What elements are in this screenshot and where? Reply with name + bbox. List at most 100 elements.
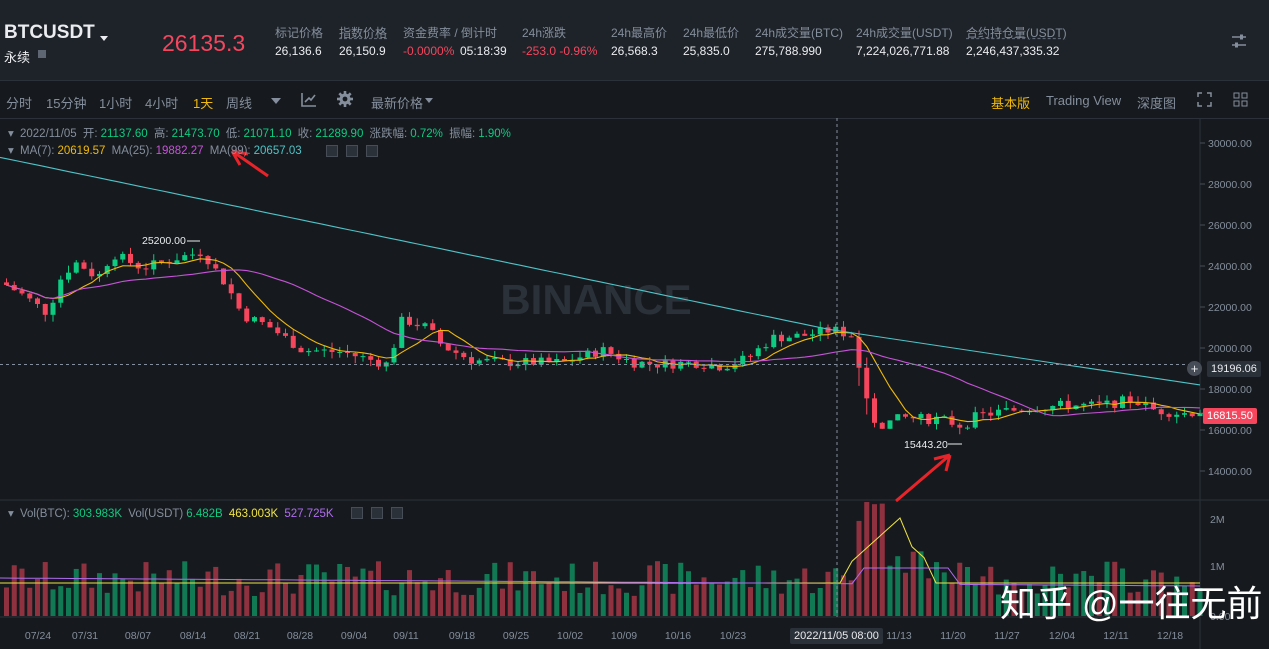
ma-visibility-icon[interactable] [326,145,338,157]
volume-bar [500,588,505,616]
interval-4h[interactable]: 4小时 [145,96,179,111]
candle-body [190,254,195,256]
candle-body [1081,403,1087,406]
volume-bar [11,565,17,616]
candle-body [143,268,149,270]
fullscreen-icon[interactable] [1197,92,1212,107]
symbol-title[interactable]: BTCUSDT [4,22,95,43]
volume-bar [717,584,722,616]
volume-bar [422,581,428,616]
funding-countdown: 05:18:39 [460,44,507,58]
ma-close-icon[interactable] [366,145,378,157]
volume-bar [825,571,831,616]
time-tick-label: 10/16 [665,630,691,642]
price-tick-label: 20000.00 [1208,343,1252,355]
candle-body [430,323,436,330]
candle-body [569,360,575,362]
ma-settings-icon[interactable] [346,145,358,157]
vol-close-icon[interactable] [391,507,403,519]
candlestick-canvas[interactable]: BINANCE 30000.00 28000.00 26000.00 24000.00… [0,118,1269,649]
change-value: 0.72% [410,128,443,140]
interval-time-share[interactable]: 分时 [6,96,33,111]
vol-visibility-icon[interactable] [351,507,363,519]
volume-bar [360,568,366,616]
volume-bar [523,571,529,616]
vol-settings-icon[interactable] [371,507,383,519]
volume-bar [329,581,335,616]
candle-body [833,326,839,333]
volume-bar [383,590,389,616]
vol-btc-value: 303.983K [72,508,123,520]
open-interest-label[interactable]: 合约持仓量(USDT) [966,26,1067,40]
vol-ma1-value: 463.003K [228,508,279,520]
high-24h-label: 24h最高价 [611,26,668,40]
candle-body [476,360,482,364]
price-tick-label: 24000.00 [1208,261,1252,273]
view-tradingview[interactable]: Trading View [1046,93,1122,108]
volume-bar [507,562,513,616]
caret-down-icon[interactable] [271,98,281,104]
close-value: 21289.90 [315,128,364,140]
candle-body [27,293,33,299]
candle-body [306,350,312,353]
index-price-label[interactable]: 指数价格 [339,26,388,40]
volume-bar [926,578,932,616]
volume-bar [903,572,908,616]
volume-bar [1096,582,1102,616]
contract-info-icon[interactable] [38,50,46,58]
view-basic[interactable]: 基本版 [991,96,1031,111]
volume-bar [104,592,110,616]
candle-body [228,284,234,294]
volume-bar [399,582,405,616]
candle-body [600,347,606,357]
symbol-dropdown-icon[interactable] [100,36,108,41]
indicator-icon[interactable] [301,92,317,107]
volume-bar [631,595,637,616]
annotation-arrow-low [895,453,952,503]
volume-bar [166,570,172,616]
funding-rate-value: -0.0000% [403,44,455,58]
candle-body [407,316,412,325]
candle-body [337,351,343,353]
volume-bar [151,573,157,616]
interval-15m[interactable]: 15分钟 [46,96,87,111]
volume-bar [879,503,885,616]
volume-bar [934,562,939,616]
volume-bar [1174,576,1180,616]
volume-bar [864,502,870,616]
add-alert-icon[interactable]: + [1187,361,1202,376]
candle-body [678,361,684,369]
interval-1d[interactable]: 1天 [193,96,214,111]
candle-body [453,350,459,353]
grid-icon[interactable] [1233,92,1248,107]
candle-body [50,302,56,315]
vol-ma2-value: 527.725K [284,508,334,520]
candle-body [996,409,1001,416]
candle-body [112,259,118,267]
interval-1w[interactable]: 周线 [226,96,253,111]
candle-body [120,253,126,260]
volume-bar [996,594,1001,616]
candle-body [856,336,862,368]
volume-bar [538,584,544,616]
volume-bar [407,570,412,616]
ma25-label: MA(25): [111,145,153,157]
candle-body [810,334,815,336]
amplitude-value: 1.90% [478,128,511,140]
volume-bar [810,593,815,616]
interval-1h[interactable]: 1小时 [99,96,133,111]
high-value: 21473.70 [171,128,220,140]
volume-bar [794,578,800,616]
volume-bar [1104,561,1110,616]
view-depth[interactable]: 深度图 [1137,96,1177,111]
volume-bar [414,582,420,616]
sliders-icon[interactable] [1231,34,1247,48]
gear-icon[interactable] [337,91,353,107]
kline-chart[interactable]: BINANCE 30000.00 28000.00 26000.00 24000.00… [0,118,1269,649]
price-type-caret-icon[interactable] [425,98,433,103]
time-tick-label: 07/31 [72,630,98,642]
candle-body [1127,396,1133,402]
candle-body [42,304,48,315]
price-type-select[interactable]: 最新价格 [371,96,424,111]
time-tick-label: 11/13 [886,630,912,642]
